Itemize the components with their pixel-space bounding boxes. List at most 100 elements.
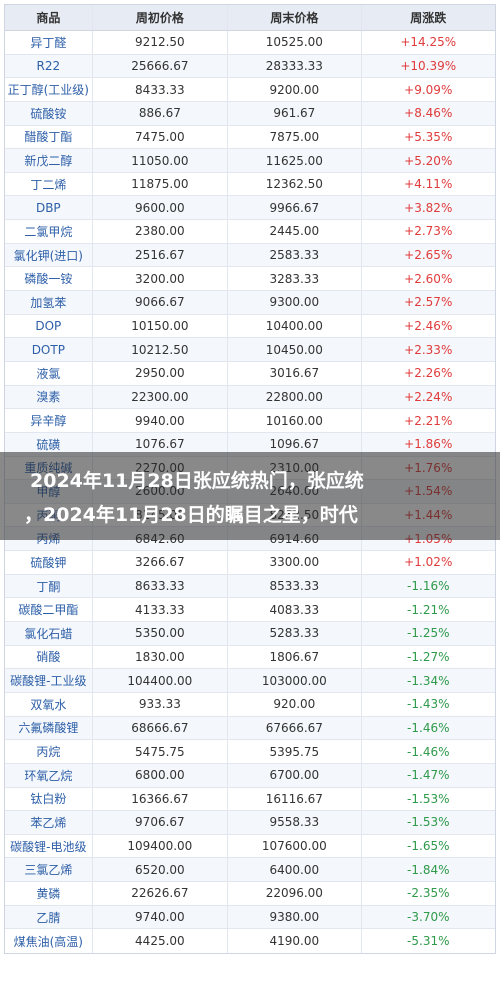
cell-week-change: +8.46%	[404, 106, 453, 121]
cell-commodity: 碳酸二甲酯	[5, 598, 93, 622]
table-row: 双氧水 933.33 920.00 -1.43%	[5, 692, 495, 717]
cell-commodity: 硫酸钾	[5, 551, 93, 574]
cell-commodity: DBP	[5, 196, 93, 220]
cell-week-end-price: 4190.00	[228, 929, 362, 953]
cell-week-end-price: 5395.75	[228, 740, 362, 763]
cell-commodity: 六氟磷酸锂	[5, 716, 93, 740]
cell-week-end-price: 8533.33	[228, 574, 362, 598]
table-row: 硫酸铵 886.67 961.67 +8.46%	[5, 101, 495, 126]
table-row: 环氧乙烷 6800.00 6700.00 -1.47%	[5, 763, 495, 788]
cell-week-change: -1.53%	[407, 815, 450, 830]
cell-week-start-price: 8433.33	[93, 78, 229, 101]
cell-week-end-price: 9200.00	[228, 78, 362, 101]
table-row: 液氯 2950.00 3016.67 +2.26%	[5, 361, 495, 386]
cell-week-end-price: 6400.00	[228, 858, 362, 882]
table-row: 黄磷 22626.67 22096.00 -2.35%	[5, 882, 495, 906]
cell-week-end-price: 103000.00	[228, 669, 362, 692]
table-row: 新戊二醇 11050.00 11625.00 +5.20%	[5, 149, 495, 173]
cell-commodity: 异丁醛	[5, 31, 93, 54]
cell-week-end-price: 67666.67	[228, 716, 362, 740]
cell-week-start-price: 11875.00	[93, 172, 229, 196]
table-header-row: 商品 周初价格 周末价格 周涨跌	[5, 5, 495, 31]
cell-week-end-price: 12362.50	[228, 172, 362, 196]
cell-commodity: 液氯	[5, 361, 93, 385]
table-row: 碳酸锂-电池级 109400.00 107600.00 -1.65%	[5, 834, 495, 859]
cell-week-change: -1.53%	[407, 791, 450, 806]
table-row: 氯化钾(进口) 2516.67 2583.33 +2.65%	[5, 243, 495, 268]
cell-week-change: -2.35%	[407, 886, 450, 901]
cell-week-change: -1.34%	[407, 673, 450, 688]
cell-week-start-price: 933.33	[93, 692, 229, 716]
cell-week-end-price: 10450.00	[228, 338, 362, 361]
cell-week-start-price: 4133.33	[93, 598, 229, 622]
cell-week-end-price: 28333.33	[228, 54, 362, 78]
cell-commodity: 环氧乙烷	[5, 763, 93, 787]
cell-commodity: 硫磺	[5, 432, 93, 456]
cell-week-start-price: 2950.00	[93, 361, 229, 385]
cell-week-change: +4.11%	[404, 177, 453, 192]
cell-week-end-price: 2583.33	[228, 243, 362, 267]
cell-week-start-price: 3200.00	[93, 267, 229, 291]
cell-week-end-price: 1096.67	[228, 432, 362, 456]
cell-week-change: -1.21%	[407, 602, 450, 617]
cell-commodity: 三氯乙烯	[5, 858, 93, 882]
table-row: 丁酮 8633.33 8533.33 -1.16%	[5, 574, 495, 599]
table-row: 碳酸锂-工业级 104400.00 103000.00 -1.34%	[5, 669, 495, 693]
cell-week-change: +2.24%	[404, 389, 453, 404]
cell-week-change: +2.21%	[404, 413, 453, 428]
cell-week-change: -1.27%	[407, 649, 450, 664]
cell-commodity: 氯化钾(进口)	[5, 243, 93, 267]
cell-commodity: 新戊二醇	[5, 149, 93, 172]
cell-week-end-price: 4083.33	[228, 598, 362, 622]
table-row: 硫酸钾 3266.67 3300.00 +1.02%	[5, 551, 495, 575]
table-row: 丁二烯 11875.00 12362.50 +4.11%	[5, 172, 495, 197]
cell-commodity: 正丁醇(工业级)	[5, 78, 93, 101]
cell-week-end-price: 22096.00	[228, 882, 362, 905]
cell-week-change: +2.33%	[404, 342, 453, 357]
cell-week-start-price: 1830.00	[93, 645, 229, 669]
cell-week-start-price: 104400.00	[93, 669, 229, 692]
header-commodity: 商品	[5, 5, 93, 30]
cell-week-change: -1.25%	[407, 626, 450, 641]
headline-banner[interactable]: 2024年11月28日张应统热门，张应统 ，2024年11月28日的瞩目之星，时…	[0, 452, 500, 540]
cell-week-end-price: 9966.67	[228, 196, 362, 220]
cell-week-end-price: 9380.00	[228, 905, 362, 929]
cell-commodity: 苯乙烯	[5, 811, 93, 834]
cell-commodity: 醋酸丁酯	[5, 125, 93, 149]
cell-week-change: -5.31%	[407, 934, 450, 949]
table-row: 钛白粉 16366.67 16116.67 -1.53%	[5, 787, 495, 812]
table-row: 三氯乙烯 6520.00 6400.00 -1.84%	[5, 858, 495, 883]
table-row: DOTP 10212.50 10450.00 +2.33%	[5, 338, 495, 362]
cell-commodity: 丁酮	[5, 574, 93, 598]
cell-week-start-price: 9940.00	[93, 409, 229, 432]
cell-week-change: -1.47%	[407, 768, 450, 783]
cell-week-end-price: 920.00	[228, 692, 362, 716]
table-row: 碳酸二甲酯 4133.33 4083.33 -1.21%	[5, 598, 495, 623]
table-row: 醋酸丁酯 7475.00 7875.00 +5.35%	[5, 125, 495, 150]
header-week-change: 周涨跌	[410, 11, 447, 25]
cell-week-end-price: 3016.67	[228, 361, 362, 385]
cell-week-start-price: 8633.33	[93, 574, 229, 598]
table-row: 氯化石蜡 5350.00 5283.33 -1.25%	[5, 622, 495, 646]
table-row: 乙腈 9740.00 9380.00 -3.70%	[5, 905, 495, 930]
cell-week-change: +5.35%	[404, 129, 453, 144]
cell-commodity: 碳酸锂-工业级	[5, 669, 93, 692]
cell-week-end-price: 16116.67	[228, 787, 362, 811]
cell-commodity: 钛白粉	[5, 787, 93, 811]
cell-week-change: +14.25%	[400, 35, 457, 50]
cell-commodity: 乙腈	[5, 905, 93, 929]
cell-week-start-price: 5350.00	[93, 622, 229, 645]
table-row: 二氯甲烷 2380.00 2445.00 +2.73%	[5, 220, 495, 244]
cell-week-start-price: 3266.67	[93, 551, 229, 574]
cell-week-change: +2.46%	[404, 319, 453, 333]
table-row: DBP 9600.00 9966.67 +3.82%	[5, 196, 495, 221]
cell-week-start-price: 5475.75	[93, 740, 229, 763]
table-row: 硝酸 1830.00 1806.67 -1.27%	[5, 645, 495, 670]
cell-week-end-price: 9558.33	[228, 811, 362, 834]
cell-commodity: DOTP	[5, 338, 93, 361]
cell-week-change: -3.70%	[407, 910, 450, 925]
table-row: 六氟磷酸锂 68666.67 67666.67 -1.46%	[5, 716, 495, 741]
headline-line-1: 2024年11月28日张应统热门，张应统	[30, 470, 364, 492]
cell-commodity: 硫酸铵	[5, 101, 93, 125]
cell-week-change: +2.26%	[404, 366, 453, 381]
